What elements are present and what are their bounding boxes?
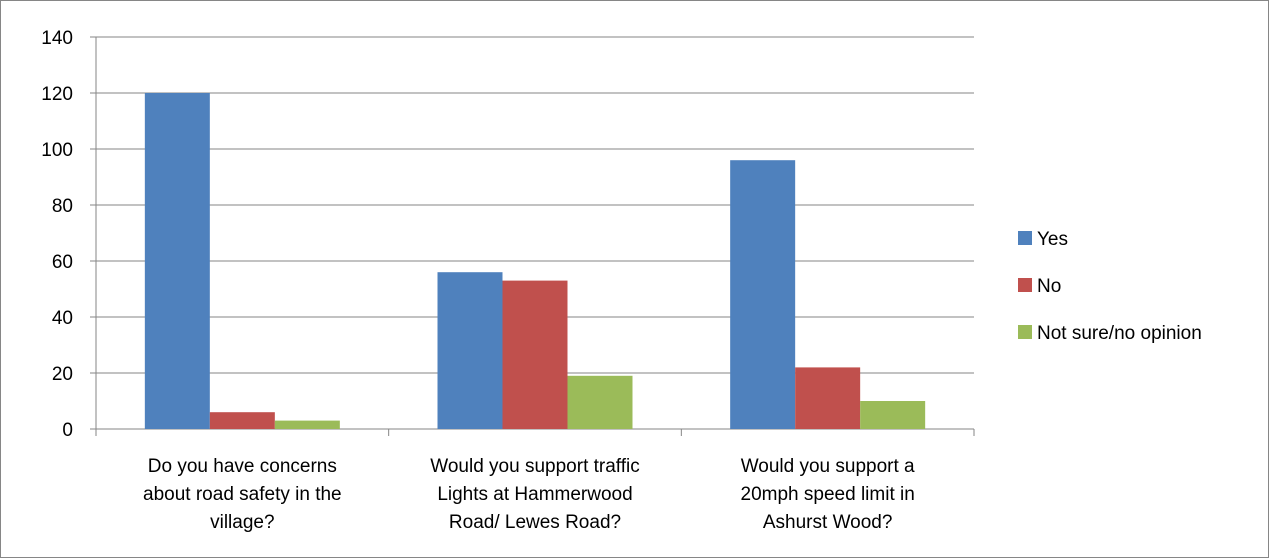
legend-label: No (1037, 276, 1061, 297)
bar-no (502, 280, 568, 429)
bar-not-sure-no-opinion (567, 375, 633, 429)
x-category-label: Would you support traffic Lights at Hamme… (430, 456, 639, 533)
bar-yes (730, 160, 796, 429)
x-category-label: Do you have concerns about road safety in… (143, 456, 342, 533)
bar-not-sure-no-opinion (274, 420, 340, 429)
legend-swatch (1018, 325, 1032, 339)
y-tick-label: 80 (52, 196, 73, 217)
y-tick-label: 0 (62, 420, 73, 441)
y-tick-label: 100 (41, 140, 73, 161)
legend-swatch (1018, 278, 1032, 292)
bar-no (209, 412, 275, 429)
bar-yes (144, 93, 210, 429)
y-tick-label: 20 (52, 364, 73, 385)
y-tick-label: 60 (52, 252, 73, 273)
legend: Yes No Not sure/no opinion (1018, 229, 1202, 344)
legend-label: Yes (1037, 229, 1068, 250)
y-tick-label: 120 (41, 84, 73, 105)
x-category-label: Would you support a 20mph speed limit in A… (741, 456, 916, 533)
axis-labels: 0 20 40 60 80 100 120 140 Do you have concerns ab… (41, 28, 915, 533)
legend-swatch (1018, 231, 1032, 245)
bars (144, 93, 926, 429)
bar-yes (437, 272, 503, 429)
bar-not-sure-no-opinion (860, 401, 926, 429)
y-tick-label: 40 (52, 308, 73, 329)
legend-label: Not sure/no opinion (1037, 323, 1202, 344)
bar-no (795, 367, 861, 429)
gridlines (96, 36, 974, 374)
y-tick-label: 140 (41, 28, 73, 49)
